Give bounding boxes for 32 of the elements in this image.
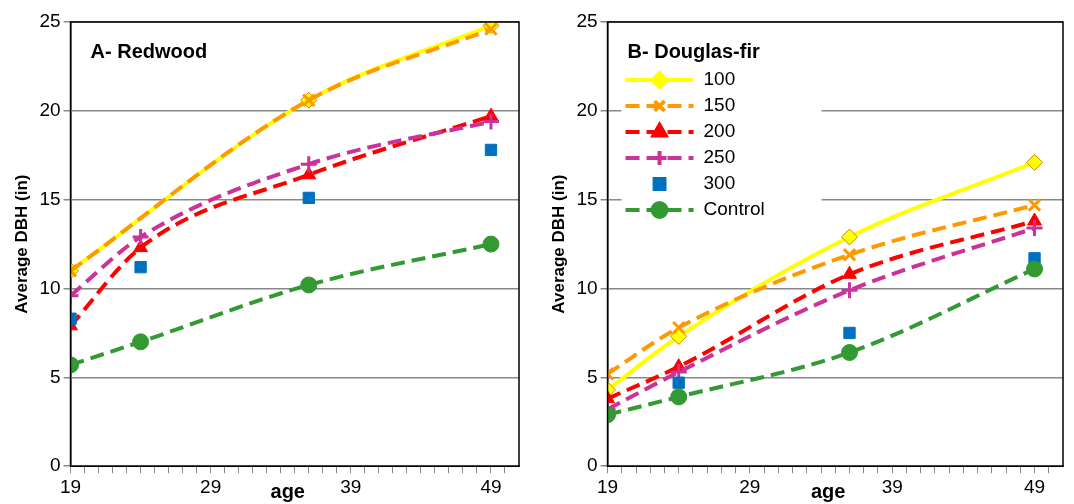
y-tick-label: 0 [49, 454, 61, 476]
x-axis-title: age [270, 479, 305, 502]
y-tick-label: 20 [39, 99, 61, 121]
legend-label: 200 [703, 120, 736, 142]
y-tick-label: 20 [576, 99, 598, 121]
legend-label: 150 [703, 94, 736, 116]
x-tick-label: 39 [340, 475, 362, 497]
y-axis-title: Average DBH (in) [11, 174, 31, 314]
y-tick-label: 25 [39, 10, 61, 32]
legend-label: 250 [703, 146, 736, 168]
y-tick-label: 25 [576, 10, 598, 32]
y-axis-title: Average DBH (in) [548, 174, 568, 314]
x-axis-title: age [810, 479, 846, 502]
y-tick-label: 10 [39, 276, 61, 298]
x-tick-label: 19 [596, 475, 619, 497]
x-tick-label: 19 [59, 475, 82, 497]
x-tick-label: 39 [881, 475, 903, 497]
y-tick-label: 0 [586, 454, 598, 476]
y-tick-label: 5 [586, 365, 598, 387]
x-tick-label: 49 [1023, 475, 1046, 497]
x-tick-label: 29 [200, 475, 222, 497]
legend-label: 100 [703, 68, 736, 90]
legend-label: Control [703, 198, 765, 220]
x-tick-label: 29 [739, 475, 761, 497]
text: B- Douglas-fir [627, 39, 760, 62]
legend-label: 300 [703, 172, 736, 194]
x-tick-label: 49 [480, 475, 502, 497]
y-tick-label: 15 [576, 187, 598, 209]
y-tick-label: 15 [39, 187, 61, 209]
y-tick-label: 5 [49, 365, 61, 387]
text: A- Redwood [90, 39, 208, 62]
y-tick-label: 10 [576, 276, 598, 298]
